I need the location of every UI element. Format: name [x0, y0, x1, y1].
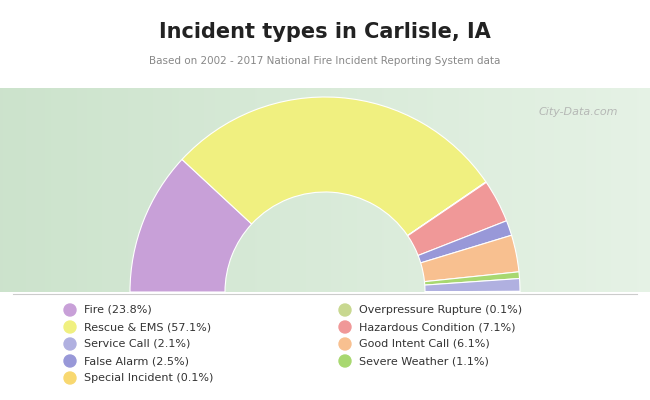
Wedge shape [424, 272, 519, 285]
Circle shape [64, 304, 76, 316]
Circle shape [339, 304, 351, 316]
Text: Overpressure Rupture (0.1%): Overpressure Rupture (0.1%) [359, 305, 522, 315]
Text: Good Intent Call (6.1%): Good Intent Call (6.1%) [359, 339, 489, 349]
Circle shape [339, 321, 351, 333]
Wedge shape [130, 160, 252, 292]
Text: Service Call (2.1%): Service Call (2.1%) [84, 339, 190, 349]
Wedge shape [408, 182, 506, 256]
Circle shape [339, 355, 351, 367]
Wedge shape [421, 235, 519, 282]
Circle shape [339, 338, 351, 350]
Text: Incident types in Carlisle, IA: Incident types in Carlisle, IA [159, 22, 491, 42]
Circle shape [64, 355, 76, 367]
Circle shape [64, 372, 76, 384]
Wedge shape [425, 291, 520, 292]
Wedge shape [418, 221, 512, 263]
Text: Fire (23.8%): Fire (23.8%) [84, 305, 151, 315]
Text: Rescue & EMS (57.1%): Rescue & EMS (57.1%) [84, 322, 211, 332]
Circle shape [64, 338, 76, 350]
Text: Hazardous Condition (7.1%): Hazardous Condition (7.1%) [359, 322, 515, 332]
Text: City-Data.com: City-Data.com [538, 107, 618, 117]
Wedge shape [182, 97, 486, 236]
Circle shape [64, 321, 76, 333]
Wedge shape [424, 278, 520, 292]
Text: False Alarm (2.5%): False Alarm (2.5%) [84, 356, 189, 366]
Text: Severe Weather (1.1%): Severe Weather (1.1%) [359, 356, 489, 366]
Text: Based on 2002 - 2017 National Fire Incident Reporting System data: Based on 2002 - 2017 National Fire Incid… [150, 56, 500, 66]
Text: Special Incident (0.1%): Special Incident (0.1%) [84, 373, 213, 383]
Wedge shape [408, 182, 486, 236]
